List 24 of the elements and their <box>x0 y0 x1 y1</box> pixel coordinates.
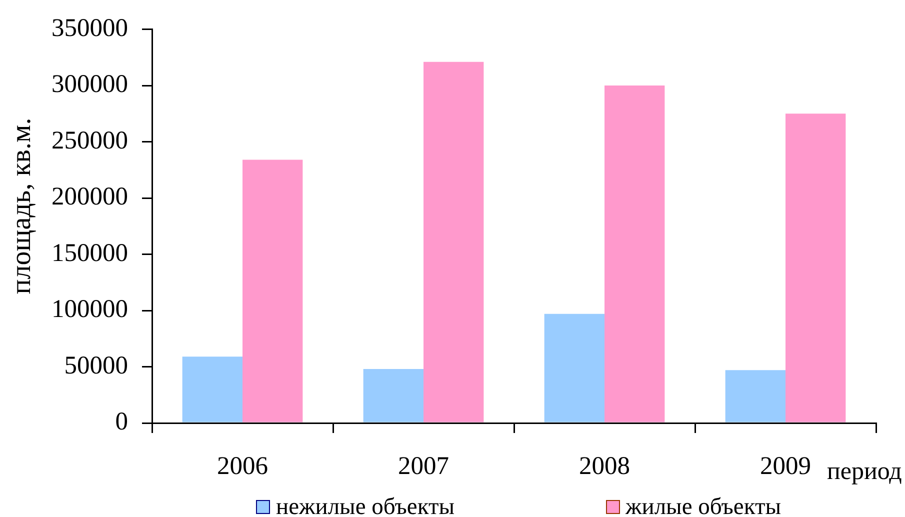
x-tick-label: 2007 <box>398 451 450 480</box>
y-tick-label: 0 <box>115 406 128 436</box>
bar <box>544 314 604 422</box>
bar <box>424 62 484 422</box>
y-tick-label: 150000 <box>52 238 128 267</box>
bar <box>242 160 303 422</box>
y-tick-label: 200000 <box>52 182 128 211</box>
y-axis-title: площадь, кв.м. <box>6 118 37 294</box>
bar <box>363 369 424 422</box>
x-tick-label: 2008 <box>579 451 630 480</box>
legend-label: нежилые объекты <box>276 494 455 517</box>
x-axis-title: период <box>827 458 902 486</box>
bar <box>786 114 846 422</box>
y-tick-label: 250000 <box>52 125 128 154</box>
bar <box>725 370 786 422</box>
legend-label: жилые объекты <box>626 494 782 517</box>
y-tick-label: 350000 <box>52 13 128 42</box>
x-tick-label: 2006 <box>217 451 268 480</box>
bar <box>182 356 242 422</box>
y-tick-label: 50000 <box>64 350 128 380</box>
y-tick-label: 100000 <box>52 294 128 324</box>
x-tick-label: 2009 <box>760 451 811 480</box>
y-tick-label: 300000 <box>52 69 128 98</box>
bar <box>604 86 665 422</box>
